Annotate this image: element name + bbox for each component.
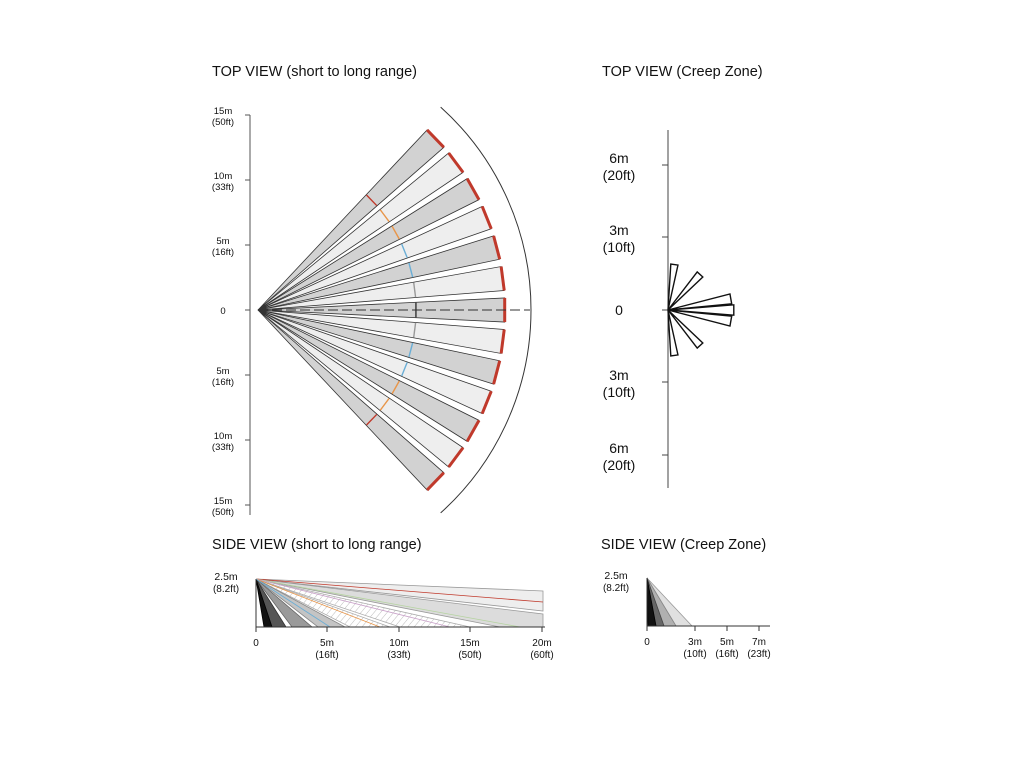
top-creep-beam <box>667 309 679 357</box>
top-long-beam-marker <box>379 209 390 222</box>
top-long-beam-cap <box>492 360 502 385</box>
side-creep-tick-m: 7m <box>752 637 766 648</box>
top-long-beam-cap <box>426 128 445 149</box>
top-creep-label-ft: (20ft) <box>603 457 636 473</box>
top-long-label-m: 5m <box>216 236 229 247</box>
top-long-beam-cap <box>480 390 493 415</box>
top-creep-label-m: 6m <box>609 440 628 456</box>
top-long-beam-cap <box>465 419 481 443</box>
top-creep-label-m: 3m <box>609 222 628 238</box>
side-creep-tick-m: 5m <box>720 637 734 648</box>
top-long-beam-marker <box>401 362 408 377</box>
side-long-beam-edge <box>255 578 331 628</box>
top-long-axis-labels: 15m(50ft)10m(33ft)5m(16ft)05m(16ft)10m(3… <box>212 106 250 518</box>
top-long-beam-cap <box>447 152 465 174</box>
top-long-beam-cap <box>426 471 445 492</box>
side-long-tick-ft: (50ft) <box>458 650 481 661</box>
top-long-label-ft: (33ft) <box>212 182 234 193</box>
top-long-label-m: 5m <box>216 366 229 377</box>
side-long-tick-m: 5m <box>320 638 334 649</box>
top-creep-beam <box>667 270 704 311</box>
top-long-beam-marker <box>401 243 408 258</box>
top-long-beam-marker <box>379 398 390 411</box>
side-long-ticks: 0 5m(16ft) 10m(33ft) 15m(50ft) 20m(60ft) <box>253 627 554 661</box>
top-creep-beam <box>667 309 704 350</box>
side-long-height-m: 2.5m <box>214 571 238 583</box>
top-long-label-ft: (16ft) <box>212 247 234 258</box>
title-top-view-long-range: TOP VIEW (short to long range) <box>212 64 417 80</box>
side-creep-tick-ft: (16ft) <box>715 649 738 660</box>
top-long-beam-marker <box>366 194 378 207</box>
top-long-beams <box>257 128 507 492</box>
side-long-beam <box>255 578 544 612</box>
side-long-beams <box>255 578 544 628</box>
top-creep-label-ft: (10ft) <box>603 384 636 400</box>
top-long-beam-marker <box>408 262 414 278</box>
top-long-beam-marker <box>408 342 414 358</box>
top-creep-label-ft: (10ft) <box>603 239 636 255</box>
side-long-tick-m: 10m <box>389 638 408 649</box>
top-long-label-ft: (16ft) <box>212 377 234 388</box>
top-long-label-m: 15m <box>214 496 233 507</box>
top-long-beam-cap <box>499 266 506 291</box>
top-long-beam-cap <box>499 329 506 354</box>
side-long-beam-edge <box>255 578 381 628</box>
top-creep-label-m: 3m <box>609 367 628 383</box>
side-creep-beams <box>646 577 693 627</box>
title-side-view-long-range: SIDE VIEW (short to long range) <box>212 537 422 553</box>
top-creep-label-m: 0 <box>615 302 623 318</box>
side-creep-tick-m: 0 <box>644 637 650 648</box>
top-creep-axis-labels: 6m(20ft)3m(10ft)03m(10ft)6m(20ft) <box>603 150 668 473</box>
top-long-label-ft: (50ft) <box>212 117 234 128</box>
top-long-beam-marker <box>366 413 378 426</box>
top-long-label-m: 10m <box>214 431 233 442</box>
top-creep-label-ft: (20ft) <box>603 167 636 183</box>
top-long-beam-cap <box>465 177 481 201</box>
top-creep-beam <box>667 263 679 311</box>
side-long-tick-ft: (33ft) <box>387 650 410 661</box>
side-long-beam-edge <box>255 578 544 603</box>
side-long-tick-m: 15m <box>460 638 479 649</box>
top-long-beam-marker <box>391 225 400 240</box>
top-long-beam-cap <box>492 235 502 260</box>
top-long-beam-marker <box>413 282 417 298</box>
side-creep-tick-m: 3m <box>688 637 702 648</box>
side-long-height-ft: (8.2ft) <box>213 584 239 595</box>
side-creep-height-m: 2.5m <box>604 570 628 582</box>
top-long-label-ft: (33ft) <box>212 442 234 453</box>
title-side-view-creep-zone: SIDE VIEW (Creep Zone) <box>601 537 767 553</box>
side-creep-tick-ft: (23ft) <box>747 649 770 660</box>
top-long-beam-marker <box>391 380 400 395</box>
side-creep-ticks: 0 3m(10ft) 5m(16ft) 7m(23ft) <box>644 626 771 660</box>
top-long-coverage-arc <box>440 106 532 514</box>
side-long-tick-m: 20m <box>532 638 551 649</box>
side-long-beam-edge <box>255 578 451 628</box>
top-long-label-ft: (50ft) <box>212 507 234 518</box>
top-creep-label-m: 6m <box>609 150 628 166</box>
top-long-beam-cap <box>447 446 465 468</box>
side-long-beam-edge <box>255 578 521 628</box>
top-long-beam-cap <box>480 205 493 230</box>
top-long-beam-marker <box>413 322 417 338</box>
top-creep-beams <box>667 263 735 357</box>
side-creep-tick-ft: (10ft) <box>683 649 706 660</box>
title-top-view-creep-zone: TOP VIEW (Creep Zone) <box>602 64 763 80</box>
side-long-tick-m: 0 <box>253 638 259 649</box>
top-long-label-m: 10m <box>214 171 233 182</box>
top-creep-beam <box>667 309 733 327</box>
top-long-label-m: 0 <box>220 306 225 317</box>
top-long-label-m: 15m <box>214 106 233 117</box>
side-long-tick-ft: (16ft) <box>315 650 338 661</box>
side-long-tick-ft: (60ft) <box>530 650 553 661</box>
side-creep-height-ft: (8.2ft) <box>603 583 629 594</box>
